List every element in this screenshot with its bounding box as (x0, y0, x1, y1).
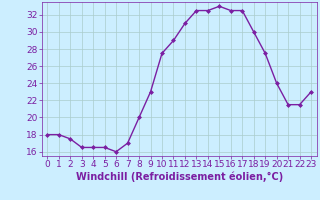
X-axis label: Windchill (Refroidissement éolien,°C): Windchill (Refroidissement éolien,°C) (76, 172, 283, 182)
